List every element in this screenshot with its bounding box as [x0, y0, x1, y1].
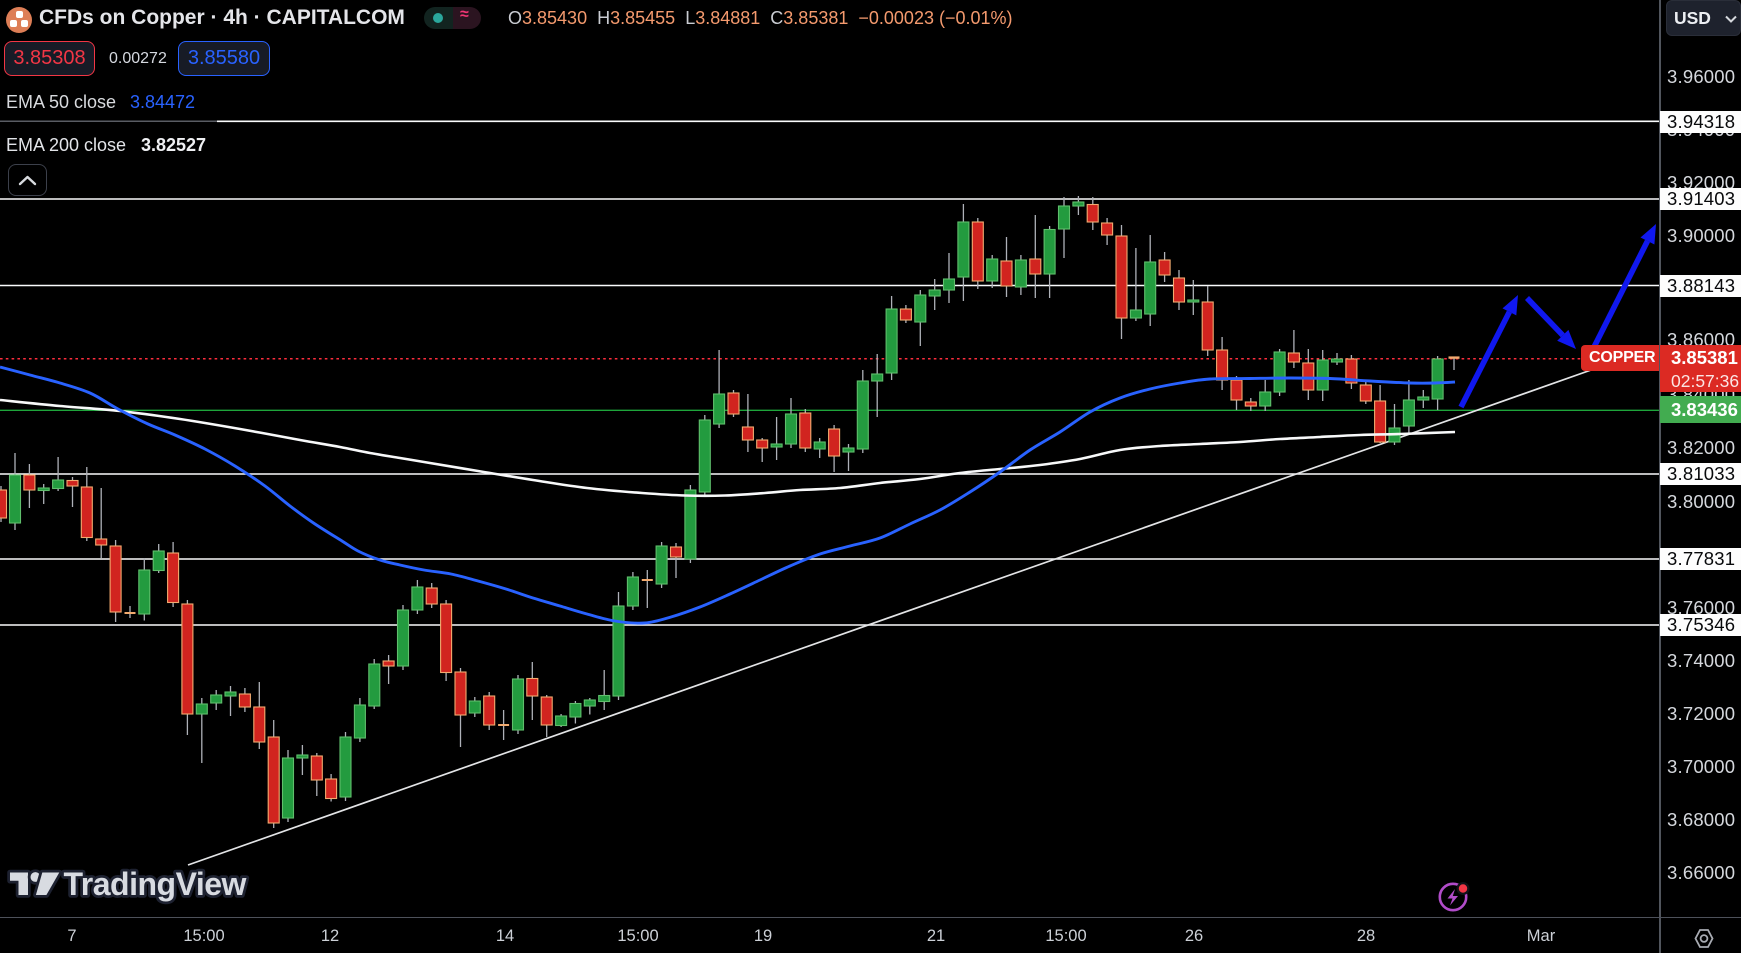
svg-text:TradingView: TradingView: [64, 866, 247, 902]
